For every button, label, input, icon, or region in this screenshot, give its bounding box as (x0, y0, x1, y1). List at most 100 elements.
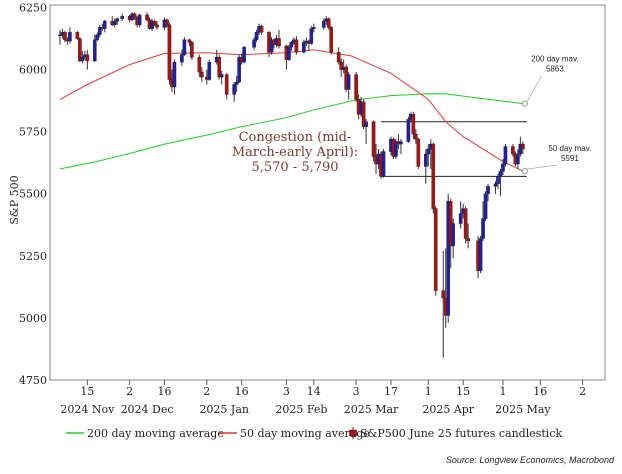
candle-body (399, 141, 403, 145)
x-tick-label: 1 (499, 385, 506, 398)
legend: 200 day moving average 50 day moving aver… (66, 427, 562, 440)
candle-body (63, 32, 67, 40)
congestion-label-line: 5,570 - 5,790 (251, 160, 338, 175)
candle-body (252, 39, 256, 48)
x-month-label: 2025 Mar (344, 403, 399, 416)
candle-body (309, 28, 314, 44)
candle (326, 17, 331, 30)
candle (496, 173, 500, 189)
candle (259, 24, 264, 35)
x-tick-label: 2 (579, 385, 586, 398)
candle (232, 81, 236, 102)
candle-body (95, 34, 100, 40)
x-tick-label: 2 (126, 385, 133, 398)
candle (339, 58, 343, 78)
candle-body (321, 20, 326, 28)
legend-item: 200 day moving average (66, 427, 224, 440)
candle-body (254, 32, 259, 40)
candle-body (364, 121, 368, 127)
candle-body (289, 42, 294, 48)
candle-body (424, 153, 428, 167)
x-tick-label: 3 (353, 385, 360, 398)
candle (242, 45, 246, 64)
x-axis: 15 2 16 2 16 3 14 3 17 1 15 1 16 2 2024 Nov 2024 Dec 202… (60, 380, 586, 416)
candle-body (242, 47, 246, 63)
x-month-label: 2025 Jan (199, 403, 249, 416)
candle-body (466, 238, 470, 242)
candle-body (165, 19, 169, 26)
candle (483, 191, 488, 222)
candle (463, 206, 468, 244)
legend-swatch (349, 429, 357, 437)
ma-line-50 (59, 49, 524, 172)
candle-body (75, 32, 80, 39)
candle (458, 201, 463, 229)
y-tick-label: 5500 (19, 188, 47, 201)
candle (224, 73, 229, 100)
candle-body (187, 39, 192, 43)
candle (521, 141, 525, 155)
plot-border (49, 4, 606, 381)
candle-body (80, 56, 85, 62)
candle-body (167, 24, 172, 80)
candle-body (97, 27, 102, 36)
annotation-leader (526, 164, 557, 170)
candle (155, 21, 159, 30)
moving-average-lines (59, 49, 524, 172)
candle-body (463, 208, 468, 239)
candle-body (339, 61, 343, 70)
candle-body (414, 133, 418, 140)
x-tick-label: 15 (456, 385, 470, 398)
x-month-label: 2025 May (495, 403, 551, 416)
candle-body (224, 74, 229, 95)
source-note: Source: Longview Economics, Macrobond (446, 455, 615, 465)
candle (394, 139, 398, 159)
candle (441, 250, 446, 358)
annotation-leader (526, 75, 543, 102)
candle-body (458, 213, 463, 224)
candle-body (521, 143, 525, 150)
candle-body (132, 13, 137, 18)
candle-body (120, 15, 124, 19)
candle (312, 23, 316, 33)
candlesticks (58, 12, 525, 358)
candle (58, 29, 62, 45)
candle-body (431, 143, 436, 209)
candle-body (237, 56, 241, 83)
candle (381, 149, 386, 178)
candle (200, 67, 204, 82)
y-tick-label: 5000 (19, 312, 47, 325)
candle (511, 144, 515, 157)
candle (180, 49, 184, 66)
candle (207, 59, 212, 81)
candle (431, 142, 436, 214)
candle-body (302, 42, 306, 53)
candle (97, 24, 102, 38)
y-tick-label: 6250 (19, 1, 47, 14)
candle (237, 54, 241, 84)
candle (451, 218, 455, 259)
candle (217, 54, 222, 80)
candle-body (217, 56, 222, 78)
candle-body (58, 34, 62, 37)
annotation-text: 200 day mav. (531, 55, 578, 64)
candle (95, 32, 100, 42)
candle (486, 183, 490, 202)
candle (354, 72, 358, 102)
candle-body (496, 176, 500, 185)
candle (182, 37, 187, 56)
x-tick-label: 16 (235, 385, 249, 398)
candle (63, 31, 67, 43)
candle (411, 111, 416, 140)
candle-body (336, 51, 341, 63)
candle (152, 19, 157, 27)
x-month-label: 2025 Apr (422, 403, 474, 416)
candle-body (294, 39, 299, 53)
legend-label: S&P500 June 25 futures candlestick (360, 427, 562, 440)
candle-body (394, 141, 398, 157)
candle-body (361, 101, 366, 127)
x-month-label: 2024 Dec (121, 403, 174, 416)
legend-item: 50 day moving average (219, 427, 370, 440)
candle (252, 37, 256, 50)
candle (446, 193, 451, 323)
